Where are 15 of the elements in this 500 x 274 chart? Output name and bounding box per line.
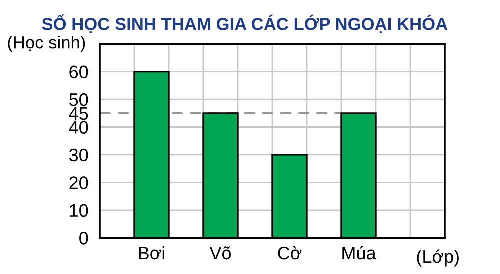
y-tick-label: 45 [69,108,88,120]
y-tick-label: 30 [69,148,88,162]
x-tick-label: Cờ [278,246,302,260]
x-tick-label: Võ [210,246,232,260]
x-axis-title: (Lớp) [417,250,459,267]
x-tick-label: Múa [342,246,376,260]
y-axis-title: (Học sinh) [8,36,86,52]
y-tick-label: 10 [70,204,88,218]
chart-title: SỐ HỌC SINH THAM GIA CÁC LỚP NGOẠI KHÓA [42,14,448,34]
x-tick-label: Bơi [139,246,164,260]
y-tick-label: 50 [70,93,88,106]
y-tick-label: 60 [70,66,88,79]
y-tick-label: 40 [69,121,88,134]
y-tick-label: 20 [70,176,88,190]
y-tick-label: 0 [80,232,88,245]
